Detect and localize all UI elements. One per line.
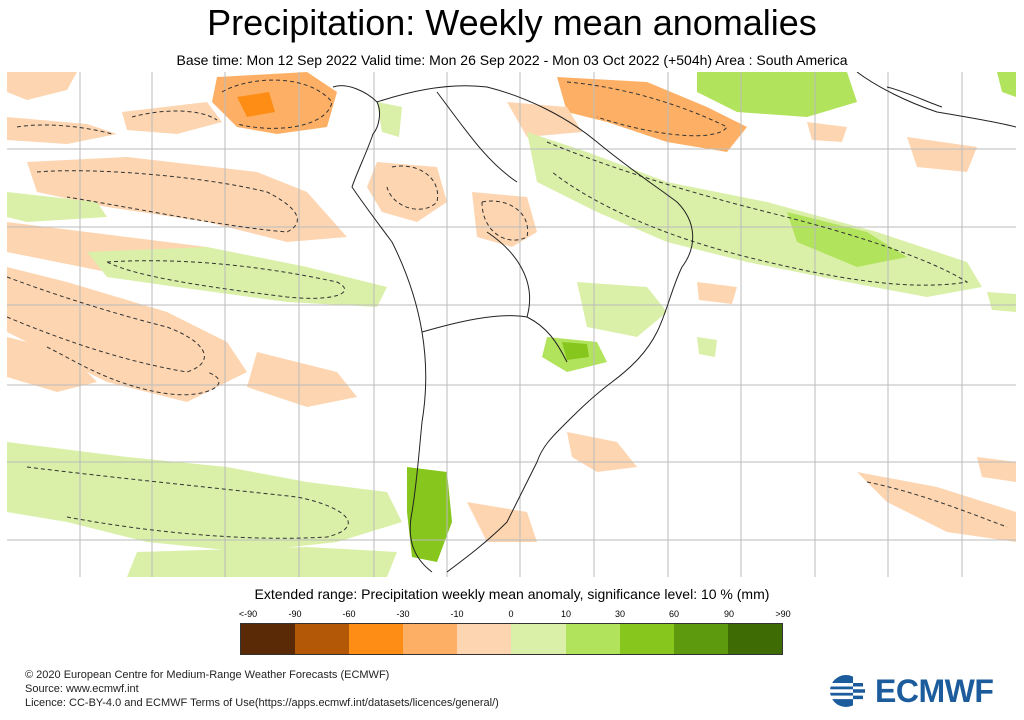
coastlines (332, 72, 1016, 573)
licence-text: Licence: CC-BY-4.0 and ECMWF Terms of Us… (25, 697, 499, 709)
legend-swatch (457, 624, 512, 654)
footer-credits: © 2020 European Centre for Medium-Range … (25, 668, 499, 710)
ecmwf-logo-text: ECMWF (875, 673, 994, 709)
chart-title: Precipitation: Weekly mean anomalies (207, 2, 817, 43)
legend-swatch (349, 624, 404, 654)
legend-swatch (673, 624, 728, 654)
legend-label-60: 60 (668, 609, 680, 619)
anomaly-map (7, 72, 1016, 577)
legend-label-neg90: -90 (288, 609, 302, 619)
legend-label-90: 90 (723, 609, 735, 619)
map-svg (7, 72, 1016, 577)
legend-label-neg60: -60 (342, 609, 356, 619)
legend-colorbar (240, 623, 783, 655)
legend-label-0: 0 (508, 609, 514, 619)
legend-swatch (727, 624, 782, 654)
legend-label-10: 10 (560, 609, 572, 619)
ecmwf-logo: ECMWF (829, 673, 1004, 709)
legend-swatch (295, 624, 350, 654)
legend-label-neg10: -10 (450, 609, 464, 619)
source-text: Source: www.ecmwf.int (25, 683, 139, 695)
legend-labels: <-90 -90 -60 -30 -10 0 10 30 60 90 >90 (0, 609, 1024, 621)
ecmwf-logo-icon (829, 674, 871, 708)
legend-label-gt90: >90 (775, 609, 791, 619)
significance-contours (7, 79, 1008, 539)
chart-subtitle: Base time: Mon 12 Sep 2022 Valid time: M… (176, 52, 848, 68)
legend-swatch (511, 624, 566, 654)
positive-anomaly-areas (7, 72, 1016, 577)
legend-label-30: 30 (614, 609, 626, 619)
legend-label-neg30: -30 (396, 609, 410, 619)
graticule (7, 72, 1016, 577)
legend-label-lt-neg90: <-90 (238, 609, 258, 619)
legend-swatch (565, 624, 620, 654)
negative-anomaly-areas (7, 72, 1016, 542)
legend-swatch (403, 624, 458, 654)
copyright-text: © 2020 European Centre for Medium-Range … (25, 669, 390, 681)
legend-swatch (241, 624, 296, 654)
legend-title: Extended range: Precipitation weekly mea… (254, 586, 770, 602)
legend-swatch (619, 624, 674, 654)
